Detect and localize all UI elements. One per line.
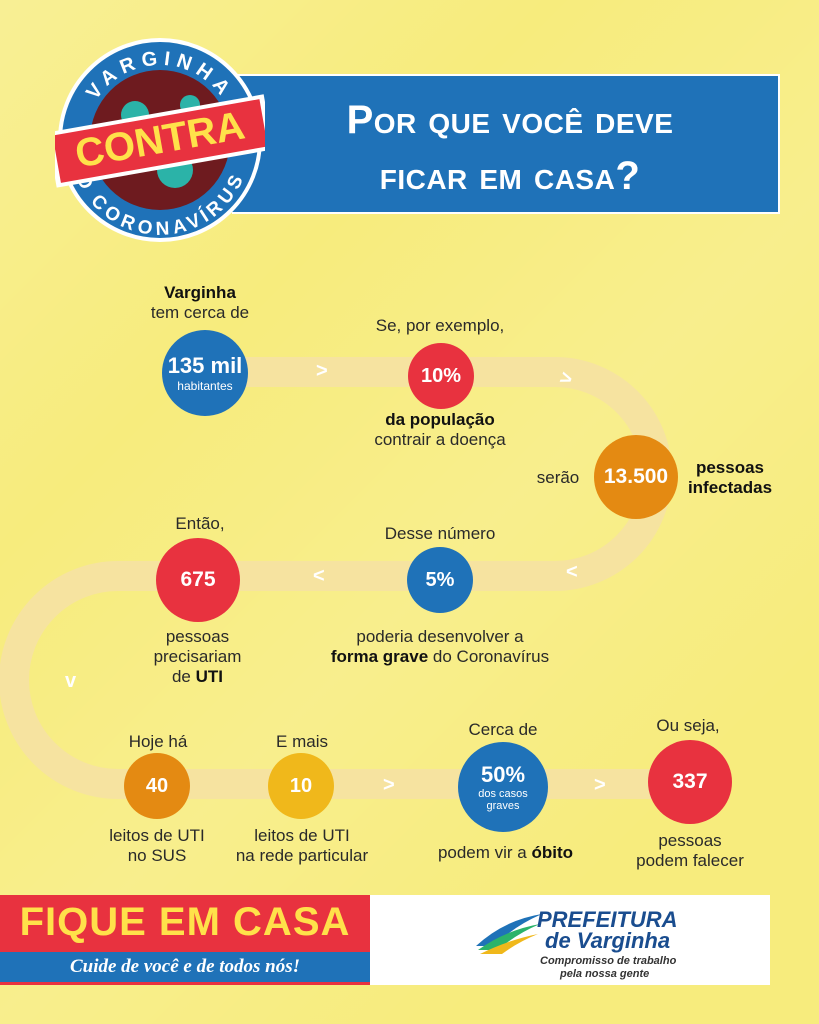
step3-circle: 13.500	[594, 435, 678, 519]
step1-above: tem cerca de	[150, 303, 250, 322]
step6-below1: leitos de UTI	[109, 826, 205, 845]
step4-value: 5%	[425, 568, 455, 591]
step4-below1: poderia desenvolver a	[356, 627, 524, 646]
step6-above: Hoje há	[128, 732, 188, 751]
step1-value: 135 mil	[167, 353, 243, 378]
step7-below1: leitos de UTI	[254, 826, 350, 845]
step1-above-bold: Varginha	[164, 283, 236, 302]
step7-above: E mais	[276, 732, 328, 751]
step9-value: 337	[672, 770, 708, 793]
step2-below-bold: da população	[385, 410, 495, 429]
step7-circle: 10	[268, 753, 334, 819]
arrow-left-icon: <	[313, 565, 325, 587]
title-bar	[232, 74, 780, 214]
step8-sub1: dos casos	[478, 788, 528, 800]
step3-right-1: pessoas	[695, 458, 765, 477]
prefeitura-slogan-1: Compromisso de trabalho	[540, 955, 677, 967]
step5-circle: 675	[156, 538, 240, 622]
step6-circle: 40	[124, 753, 190, 819]
page-title: Por que você deve ficar em casa?	[346, 98, 674, 198]
step4-below2: do Coronavírus	[432, 647, 550, 666]
step5-below3-bold: UTI	[195, 667, 224, 686]
step2-above: Se, por exemplo,	[375, 316, 505, 335]
step3-left: serão	[536, 468, 580, 487]
step8-circle: 50% dos casos graves	[458, 742, 548, 832]
step3-value: 13.500	[603, 465, 669, 488]
step1-circle: 135 mil habitantes	[162, 330, 248, 416]
prefeitura-subtitle: de Varginha	[545, 928, 671, 953]
step2-circle: 10%	[408, 343, 474, 409]
step6-below2: no SUS	[127, 846, 187, 865]
step3-right-2: infectadas	[687, 478, 773, 497]
arrow-down-icon: v	[65, 670, 77, 692]
prefeitura-slogan-2: pela nossa gente	[560, 968, 650, 980]
prefeitura-box	[370, 895, 770, 985]
prefeitura-title: PREFEITURA	[537, 907, 678, 932]
step5-value: 675	[180, 568, 216, 591]
step5-below3-pre: de	[171, 667, 191, 686]
step7-below2: na rede particular	[235, 846, 369, 865]
arrow-left-icon: <	[566, 561, 578, 583]
step2-value: 10%	[420, 364, 462, 387]
step2-below: contrair a doença	[374, 430, 506, 449]
fique-em-casa-text: FIQUE EM CASA	[19, 900, 351, 944]
step8-below-bold: óbito	[531, 843, 574, 862]
step9-above: Ou seja,	[656, 716, 720, 735]
step5-above: Então,	[175, 514, 225, 533]
step4-circle: 5%	[407, 547, 473, 613]
cuide-text: Cuide de você e de todos nós!	[0, 952, 370, 982]
step8-above: Cerca de	[468, 720, 538, 739]
step4-above: Desse número	[384, 524, 496, 543]
step8-value: 50%	[480, 762, 526, 787]
step8-sub2: graves	[486, 800, 520, 812]
step5-below2: precisariam	[153, 647, 242, 666]
step9-circle: 337	[648, 740, 732, 824]
step6-value: 40	[145, 774, 169, 797]
step7-value: 10	[289, 774, 313, 797]
step8-below-pre: podem vir a	[437, 843, 527, 862]
step9-below2: podem falecer	[636, 851, 744, 870]
step1-sub: habitantes	[177, 379, 233, 393]
campaign-logo: VARGINHA O CORONAVÍRUS CONTRA	[46, 35, 274, 245]
arrow-right-icon: >	[594, 774, 606, 796]
step9-below1: pessoas	[658, 831, 722, 850]
step4-below-bold: forma grave	[330, 647, 429, 666]
step5-below1: pessoas	[165, 627, 230, 646]
arrow-right-icon: >	[383, 774, 395, 796]
prefeitura-logo-icon	[474, 912, 544, 959]
arrow-right-icon: >	[316, 360, 328, 382]
